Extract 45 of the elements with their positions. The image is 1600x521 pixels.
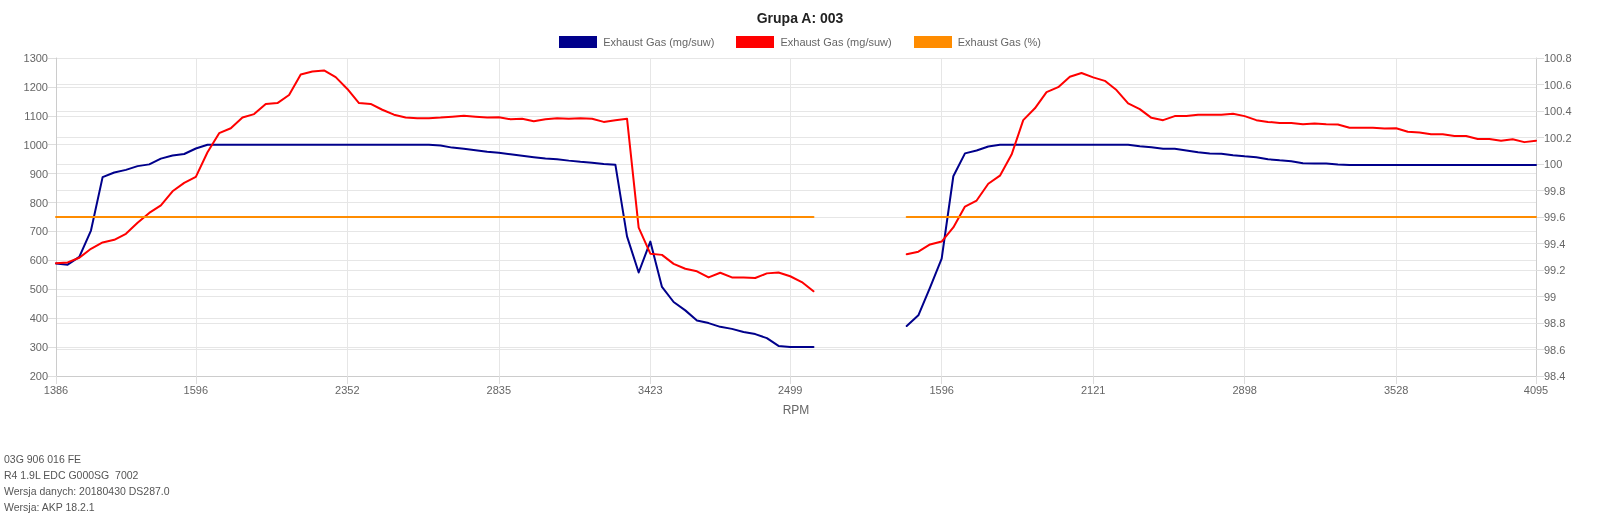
y-tick-label: 1200 <box>23 80 48 93</box>
y2-tick-label: 100.8 <box>1544 52 1572 64</box>
x-tick-label: 4095 <box>1523 383 1549 396</box>
y-tick-label: 800 <box>29 196 48 209</box>
x-tick-label: 2835 <box>486 383 512 396</box>
x-tick-label: 1596 <box>929 383 954 396</box>
y2-tick-label: 98.4 <box>1544 370 1566 382</box>
text: Wersja danych: 20180430 DS287.0 <box>4 485 170 497</box>
x-tick-label: 3528 <box>1383 383 1409 396</box>
y-tick-label: 200 <box>29 370 48 382</box>
text: R4 1.9L EDC G000SG 7002 <box>4 469 139 481</box>
x-tick-label: 2898 <box>1232 383 1257 396</box>
x-axis-title: RPM <box>782 403 810 417</box>
y2-tick-label: 98.6 <box>1544 343 1566 356</box>
y2-tick-label: 99 <box>1544 290 1557 303</box>
text: Wersja: AKP 18.2.1 <box>4 501 95 513</box>
y2-tick-label: 100 <box>1544 158 1563 170</box>
y-tick-label: 600 <box>29 254 48 267</box>
y2-tick-label: 99.2 <box>1544 264 1566 276</box>
y2-tick-label: 100.4 <box>1544 105 1572 117</box>
y2-tick-label: 99.8 <box>1544 184 1566 197</box>
x-tick-label: 1386 <box>43 383 69 396</box>
y-tick-label: 1100 <box>24 109 48 122</box>
y-tick-label: 900 <box>29 167 48 180</box>
x-tick-label: 2121 <box>1080 383 1106 396</box>
legend-label: Exhaust Gas (mg/suw) <box>780 36 892 48</box>
y-tick-label: 500 <box>29 283 48 296</box>
chart-title: Grupa A: 003 <box>756 10 844 26</box>
y2-tick-label: 100.2 <box>1544 131 1572 144</box>
y2-tick-label: 99.4 <box>1544 237 1566 250</box>
y2-tick-label: 100.6 <box>1544 78 1572 91</box>
y-tick-label: 400 <box>29 312 48 325</box>
legend-label: Exhaust Gas (mg/suw) <box>603 36 715 48</box>
y-tick-label: 1300 <box>23 52 48 64</box>
y-tick-label: 700 <box>29 225 48 238</box>
y2-tick-label: 99.6 <box>1544 211 1566 223</box>
x-tick-label: 3423 <box>638 383 663 396</box>
y2-tick-label: 98.8 <box>1544 317 1566 329</box>
text: 03G 906 016 FE <box>4 453 82 465</box>
y-tick-label: 300 <box>29 341 48 354</box>
legend-label: Exhaust Gas (%) <box>957 36 1041 48</box>
y-tick-label: 1000 <box>23 138 48 151</box>
x-tick-label: 1596 <box>183 383 209 396</box>
x-tick-label: 2499 <box>777 383 803 396</box>
x-tick-label: 2352 <box>335 383 360 396</box>
